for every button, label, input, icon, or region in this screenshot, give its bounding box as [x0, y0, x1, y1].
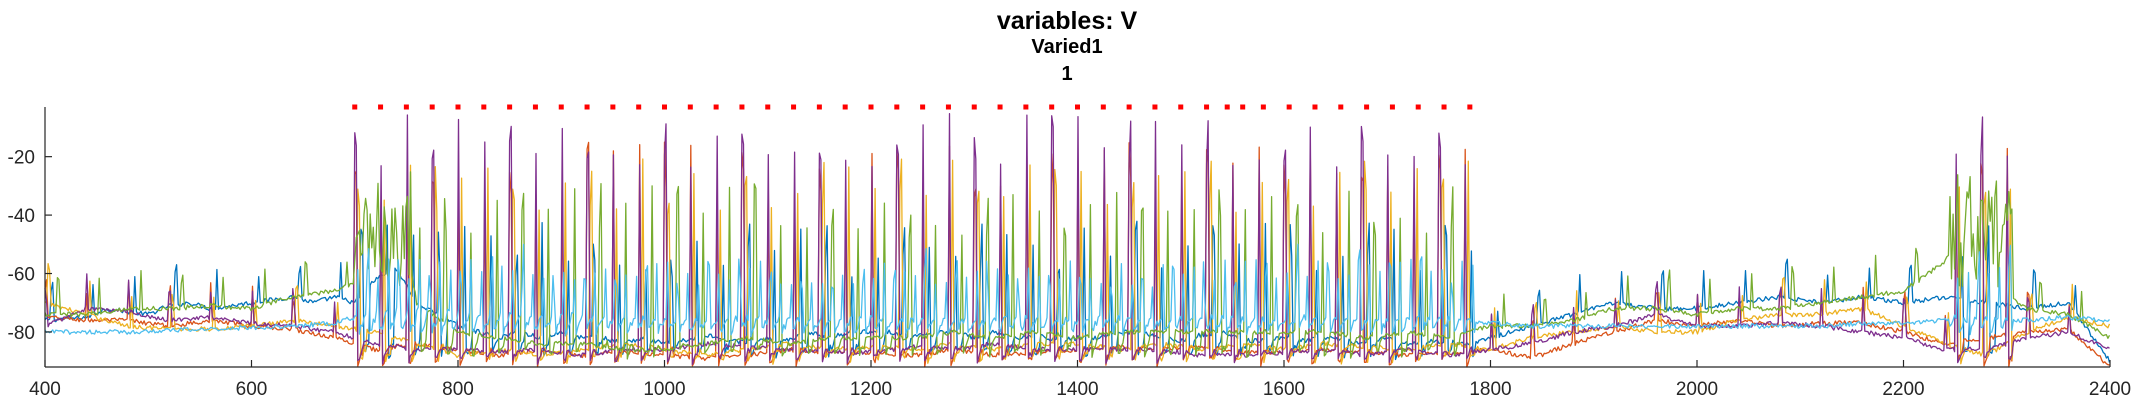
event-marker — [1442, 105, 1447, 110]
event-marker — [1312, 105, 1317, 110]
x-tick-label: 2400 — [2089, 379, 2131, 400]
event-marker — [765, 105, 770, 110]
plot-area — [45, 105, 2110, 368]
event-marker — [1178, 105, 1183, 110]
event-marker — [533, 105, 538, 110]
y-tick-label: -40 — [8, 206, 35, 227]
event-marker — [1225, 105, 1230, 110]
x-tick-label: 1200 — [850, 379, 892, 400]
event-marker — [739, 105, 744, 110]
event-marker — [920, 105, 925, 110]
x-tick-label: 400 — [29, 379, 61, 400]
x-tick-label: 1400 — [1056, 379, 1098, 400]
event-marker — [662, 105, 667, 110]
event-marker — [1101, 105, 1106, 110]
chart-subtitle-2: 1 — [1061, 63, 1072, 85]
event-marker — [1240, 105, 1245, 110]
chart-title: variables: V — [997, 7, 1138, 35]
event-markers — [352, 105, 1472, 110]
x-ticks: 400 600 800 1000 1200 1400 1600 1800 2000 2200 240… — [29, 360, 2131, 400]
event-marker — [430, 105, 435, 110]
event-marker — [378, 105, 383, 110]
chart-subtitle-1: Varied1 — [1031, 36, 1102, 58]
event-marker — [1287, 105, 1292, 110]
event-marker — [404, 105, 409, 110]
event-marker — [843, 105, 848, 110]
event-marker — [585, 105, 590, 110]
event-marker — [507, 105, 512, 110]
event-marker — [817, 105, 822, 110]
event-marker — [1049, 105, 1054, 110]
event-marker — [688, 105, 693, 110]
x-tick-label: 1000 — [643, 379, 685, 400]
event-marker — [636, 105, 641, 110]
event-marker — [352, 105, 357, 110]
event-marker — [1152, 105, 1157, 110]
event-marker — [559, 105, 564, 110]
y-tick-label: -80 — [8, 323, 35, 344]
event-marker — [1127, 105, 1132, 110]
x-tick-label: 600 — [236, 379, 268, 400]
event-marker — [998, 105, 1003, 110]
event-marker — [894, 105, 899, 110]
traces — [45, 114, 2110, 367]
x-tick-label: 800 — [442, 379, 474, 400]
y-tick-label: -20 — [8, 148, 35, 169]
event-marker — [456, 105, 461, 110]
event-marker — [1338, 105, 1343, 110]
event-marker — [610, 105, 615, 110]
event-marker — [1416, 105, 1421, 110]
event-marker — [1364, 105, 1369, 110]
event-marker — [1023, 105, 1028, 110]
x-tick-label: 2200 — [1882, 379, 1924, 400]
event-marker — [1390, 105, 1395, 110]
event-marker — [1204, 105, 1209, 110]
x-tick-label: 2000 — [1676, 379, 1718, 400]
y-tick-label: -60 — [8, 265, 35, 286]
event-marker — [714, 105, 719, 110]
event-marker — [1075, 105, 1080, 110]
event-marker — [791, 105, 796, 110]
x-tick-label: 1800 — [1469, 379, 1511, 400]
event-marker — [1467, 105, 1472, 110]
event-marker — [946, 105, 951, 110]
event-marker — [869, 105, 874, 110]
event-marker — [972, 105, 977, 110]
event-marker — [481, 105, 486, 110]
x-tick-label: 1600 — [1263, 379, 1305, 400]
event-marker — [1261, 105, 1266, 110]
